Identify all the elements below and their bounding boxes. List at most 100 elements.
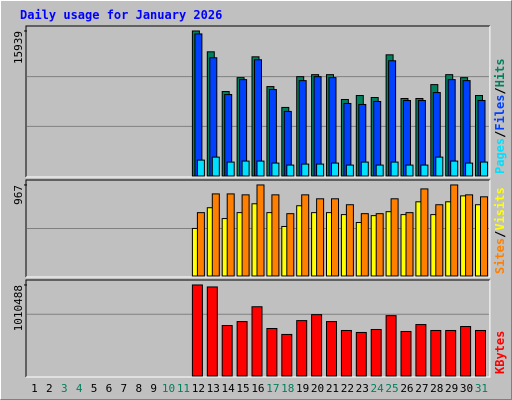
x-tick-label: 2 <box>46 382 53 395</box>
bar <box>281 333 293 377</box>
legend: Pages/Files/Hits <box>493 58 507 174</box>
bar <box>191 284 203 377</box>
x-tick-label: 4 <box>76 382 83 395</box>
bar <box>435 156 444 177</box>
panel-border-light <box>26 280 491 378</box>
x-tick-label: 29 <box>445 382 458 395</box>
bar <box>256 184 265 277</box>
legend: Sites/Visits <box>493 187 507 274</box>
bar <box>221 325 233 377</box>
bar <box>331 198 339 277</box>
bar <box>236 321 248 377</box>
x-tick-label: 8 <box>135 382 142 395</box>
bar <box>194 33 203 177</box>
legend-separator: / <box>493 231 507 238</box>
x-tick-label: 27 <box>415 382 428 395</box>
bar <box>388 60 397 177</box>
x-tick-label: 18 <box>281 382 294 395</box>
x-tick-label: 20 <box>311 382 324 395</box>
bar <box>405 212 414 277</box>
bar <box>241 160 250 177</box>
chart-title: Daily usage for January 2026 <box>20 8 222 22</box>
bar <box>480 196 488 277</box>
bar <box>360 213 369 277</box>
legend-entry: Pages <box>493 138 507 174</box>
panel-border-dark <box>25 279 490 377</box>
bar <box>405 164 414 177</box>
bar <box>375 213 384 277</box>
bar <box>254 59 262 177</box>
x-tick-label: 25 <box>385 382 398 395</box>
y-tick-label: 967 <box>12 185 25 205</box>
bar <box>271 194 280 277</box>
bar <box>241 194 250 277</box>
x-tick-label: 1 <box>31 382 38 395</box>
bar <box>360 161 369 177</box>
legend-entry: Hits <box>493 58 507 87</box>
y-tick-label: 15939 <box>12 31 25 64</box>
bar <box>340 329 352 377</box>
legend-entry: Sites <box>493 238 507 274</box>
bar <box>251 306 263 377</box>
x-tick-label: 3 <box>61 382 68 395</box>
bar <box>226 161 235 177</box>
bar <box>196 159 205 177</box>
bar <box>465 194 474 277</box>
bar <box>206 286 218 377</box>
x-tick-label: 14 <box>222 382 236 395</box>
bar <box>390 161 399 177</box>
bar <box>420 164 429 177</box>
bar <box>370 328 382 377</box>
x-tick-label: 26 <box>400 382 413 395</box>
x-tick-label: 10 <box>162 382 175 395</box>
legend-separator: / <box>493 131 507 138</box>
bar <box>301 163 310 177</box>
bar <box>211 193 220 277</box>
legend-separator: / <box>493 87 507 94</box>
bar <box>435 204 444 277</box>
bar <box>450 184 459 277</box>
bar <box>266 328 278 377</box>
bar <box>286 164 295 177</box>
x-tick-label: 12 <box>192 382 205 395</box>
bar <box>480 161 488 177</box>
bar <box>311 314 323 377</box>
legend-entry: Files <box>493 95 507 131</box>
bar <box>400 330 412 377</box>
bar <box>196 212 205 277</box>
panel-border-dark <box>25 179 490 277</box>
bar <box>460 326 472 377</box>
bar <box>450 160 459 177</box>
legend: KBytes <box>493 331 507 374</box>
bar <box>271 162 280 177</box>
bar <box>475 329 486 377</box>
bar <box>316 163 325 177</box>
x-tick-label: 21 <box>326 382 339 395</box>
bar <box>211 156 220 177</box>
bar <box>345 164 354 177</box>
x-tick-label: 16 <box>251 382 264 395</box>
bar <box>326 321 337 377</box>
panel-border-dark <box>25 25 490 177</box>
bar <box>465 162 474 177</box>
bar <box>355 331 367 377</box>
bar <box>286 213 295 277</box>
x-tick-label: 9 <box>150 382 157 395</box>
bar <box>430 329 442 377</box>
x-tick-label: 23 <box>356 382 369 395</box>
x-tick-label: 28 <box>430 382 443 395</box>
panel-border-light <box>26 26 491 178</box>
bar <box>298 80 307 177</box>
bar <box>345 204 354 277</box>
bar <box>462 80 471 177</box>
x-tick-label: 6 <box>106 382 113 395</box>
bar <box>375 164 384 177</box>
panel-border-light <box>26 180 491 278</box>
legend-entry: KBytes <box>493 331 507 374</box>
bar <box>226 193 235 277</box>
x-tick-label: 15 <box>236 382 249 395</box>
x-tick-label: 11 <box>177 382 190 395</box>
bar <box>331 162 339 177</box>
